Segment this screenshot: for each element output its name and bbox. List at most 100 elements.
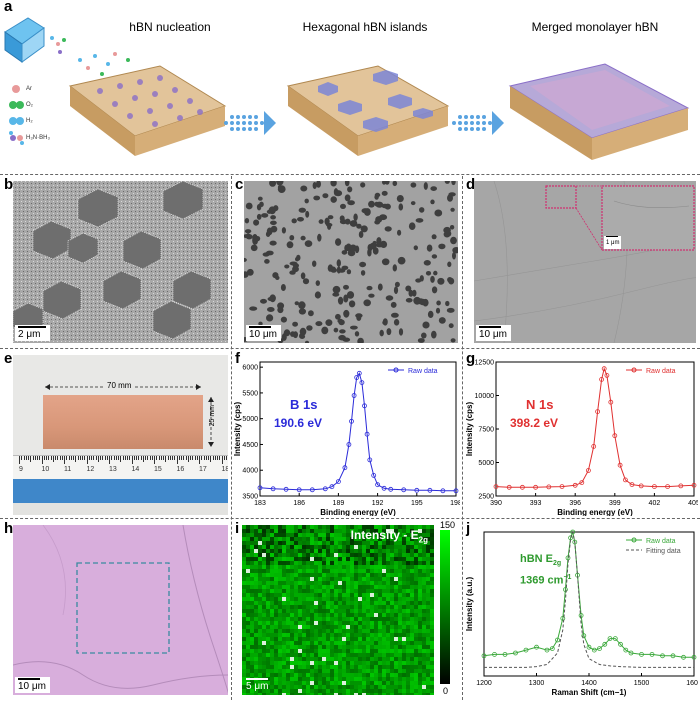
island-dot (415, 218, 424, 223)
island-dot (300, 272, 306, 280)
island-dot (277, 302, 285, 310)
island-dot (377, 283, 383, 291)
island-dot (344, 181, 350, 187)
island-dot (431, 234, 437, 240)
ruler-tick (129, 456, 130, 460)
island-dot (336, 266, 341, 274)
island-dot (398, 203, 404, 211)
data-point (388, 486, 394, 492)
island-dot (252, 234, 258, 242)
ruler-tick (203, 456, 204, 460)
data-point (371, 473, 377, 478)
island-dot (392, 264, 397, 272)
island-dot (431, 286, 438, 294)
legend-marker (631, 367, 637, 373)
colorbar-max: 150 (440, 520, 456, 530)
island-dot (321, 326, 329, 335)
ruler-tick (149, 456, 150, 460)
ruler-tick (100, 456, 101, 460)
data-point (639, 651, 644, 657)
ruler-tick (57, 456, 58, 460)
scale-bar-d: 10 μm (476, 325, 511, 341)
plot-frame (259, 361, 457, 497)
x-tick-label: 396 (569, 500, 581, 507)
island-dot (438, 317, 446, 324)
island-dot (449, 225, 455, 230)
island-dot (312, 260, 317, 267)
island-dot (244, 218, 250, 224)
ruler-tick (226, 456, 227, 460)
ruler-tick (192, 456, 193, 460)
ruler-tick (194, 456, 195, 460)
island-dot (300, 235, 306, 241)
x-tick-label: 192 (372, 500, 384, 507)
width-label: 70 mm (105, 381, 134, 390)
ruler-tick (201, 456, 202, 460)
island-dot (354, 331, 360, 337)
ruler-tick (151, 456, 153, 460)
island-dot (315, 280, 320, 286)
data-point (560, 616, 566, 621)
ruler-tick (127, 456, 128, 460)
ruler-tick (75, 456, 76, 462)
data-point (401, 487, 407, 493)
ruler-tick (131, 456, 132, 464)
x-tick-label: 189 (333, 500, 345, 507)
island-dot (264, 259, 270, 264)
island-dot (250, 244, 258, 252)
data-point (591, 444, 597, 449)
island-dot (262, 252, 270, 257)
island-dot (437, 277, 445, 285)
photo-e: 70 mm 25 mm 9 10 11 12 13 14 15 16 17 18 (13, 355, 228, 515)
x-tick-label: 1300 (529, 680, 545, 687)
data-point (651, 484, 657, 490)
ruler-tick (208, 456, 209, 460)
ruler-tick (145, 456, 146, 460)
ruler-tick (138, 456, 139, 460)
island-dot (374, 194, 379, 200)
ruler-tick (122, 456, 123, 460)
island-dot (304, 240, 313, 247)
separator-row3 (0, 518, 700, 519)
panel-a-letter: a (4, 0, 13, 15)
island-dot (443, 231, 451, 238)
island-dot (374, 201, 379, 207)
island-dot (325, 319, 333, 326)
y-tick-label: 5000 (242, 416, 258, 423)
island-dot (284, 264, 290, 269)
ruler-tick (34, 456, 36, 460)
ruler-number: 11 (64, 466, 72, 473)
island-dot (244, 257, 247, 262)
y-tick-label: 12500 (475, 360, 495, 367)
island-dot (452, 247, 458, 254)
raman-peak-label-exp: −1 (563, 574, 572, 582)
colorbar-i (440, 530, 450, 684)
scale-bar-c: 10 μm (246, 325, 281, 341)
data-point (367, 457, 373, 463)
data-point (502, 651, 508, 657)
ruler-tick (169, 456, 171, 460)
data-point (678, 483, 684, 489)
ruler-number: 17 (199, 466, 207, 473)
island-dot (436, 300, 441, 306)
ruler-tick (93, 456, 94, 460)
ruler-tick (160, 456, 162, 460)
ammonia-borane-icon (9, 131, 24, 145)
island-dot (392, 181, 398, 187)
ruler-number: 10 (41, 466, 50, 473)
data-point (296, 487, 302, 493)
island-dot (410, 182, 417, 188)
island-dot (257, 196, 263, 201)
island-dot (333, 188, 339, 196)
precursor-source-icon (4, 17, 66, 63)
island-dot (308, 310, 314, 317)
data-point (375, 482, 381, 488)
island-dot (318, 219, 324, 224)
o2-icon (9, 101, 24, 109)
y-tick-label: 6000 (242, 365, 258, 372)
data-point (544, 647, 550, 653)
ruler-tick (111, 456, 112, 460)
data-point (351, 393, 357, 398)
substrate-merged (508, 63, 690, 160)
x-tick-label: 390 (490, 500, 502, 507)
